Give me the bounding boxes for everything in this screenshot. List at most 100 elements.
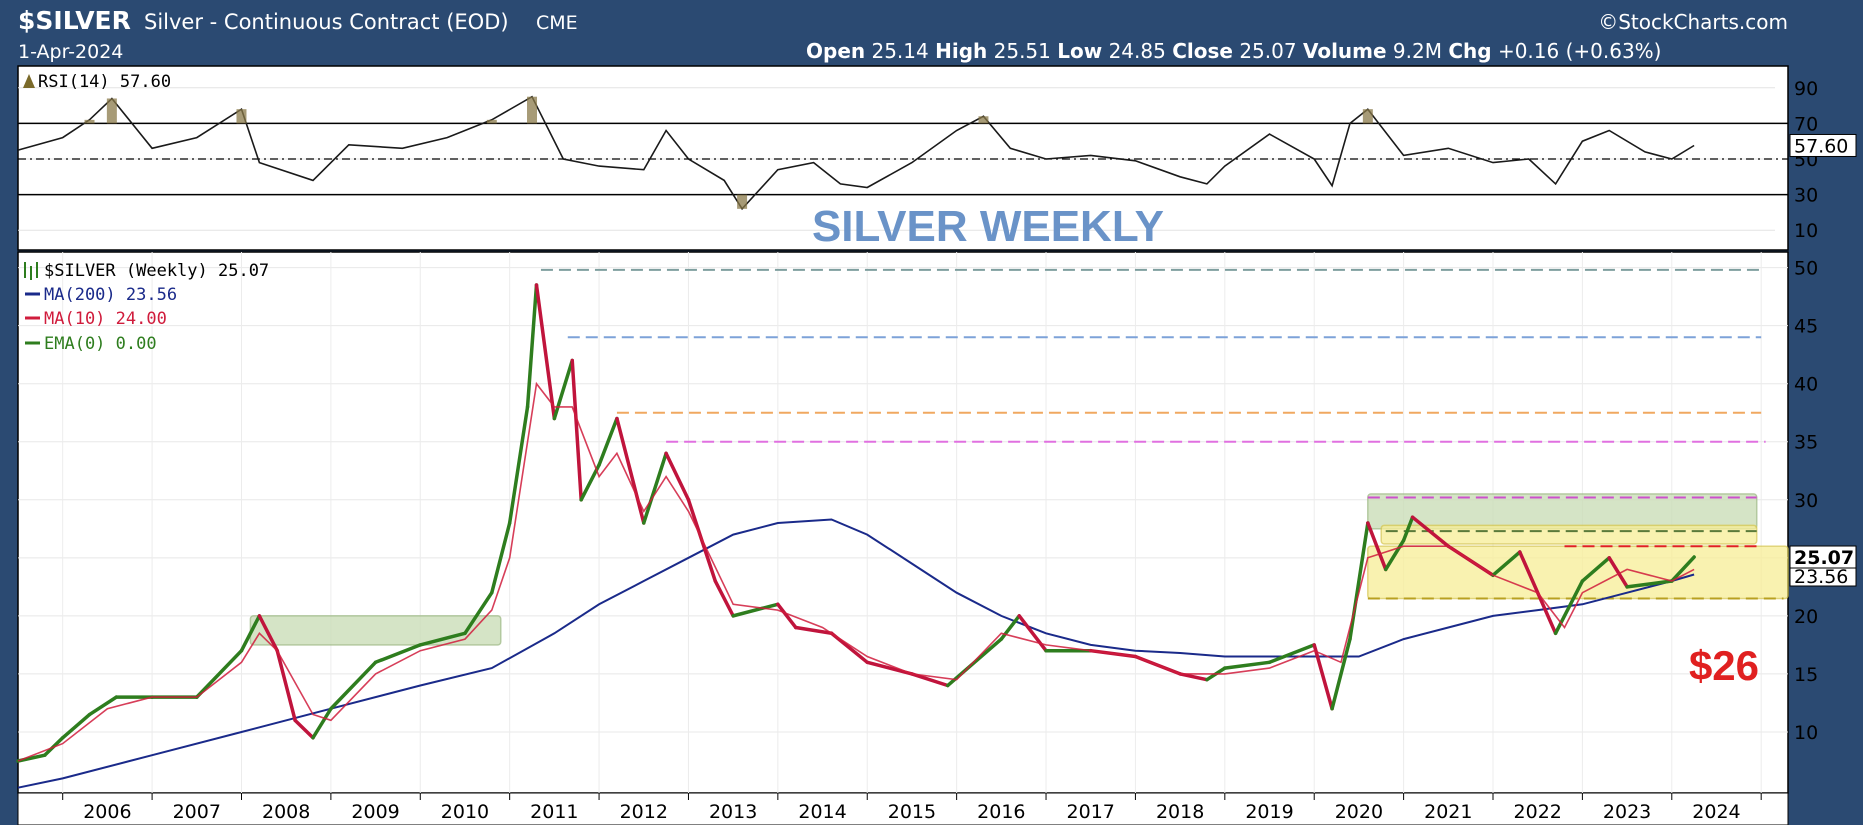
price-segment (534, 283, 557, 421)
legend-ema: EMA(0) 0.00 (44, 334, 157, 354)
low-value: 24.85 (1109, 39, 1166, 63)
x-tick-label: 2006 (83, 801, 131, 823)
candle-icon (24, 262, 38, 280)
price-segment (664, 451, 691, 502)
price-segment (1223, 660, 1272, 670)
price-segment (1580, 556, 1611, 583)
price-segment (311, 706, 333, 740)
price-segment (1670, 555, 1696, 583)
price-segment (275, 648, 297, 723)
last-price-label: 25.07 (1794, 547, 1854, 569)
price-tick-label: 50 (1794, 258, 1818, 280)
price-segment (910, 672, 950, 688)
legend-ma200: MA(200) 23.56 (44, 285, 177, 305)
price-segment (87, 695, 119, 717)
close-value: 25.07 (1239, 39, 1296, 63)
x-tick-label: 2016 (977, 801, 1025, 823)
price-segment (1553, 579, 1585, 636)
ma10-line (17, 381, 1695, 762)
price-segment (1607, 556, 1629, 589)
open-label: Open (806, 39, 865, 63)
price-segment (329, 660, 378, 711)
x-tick-label: 2014 (798, 801, 846, 823)
rsi-extreme-shade (527, 96, 538, 124)
rsi-tick-label: 10 (1794, 220, 1818, 242)
chart-watermark: SILVER WEEKLY (812, 202, 1164, 251)
low-label: Low (1057, 39, 1102, 63)
price-segment (463, 590, 494, 636)
price-segment (793, 625, 834, 636)
rsi-tick-label: 30 (1794, 185, 1818, 207)
legend-price: $SILVER (Weekly) 25.07 (44, 261, 269, 281)
x-tick-label: 2007 (173, 801, 221, 823)
price-segment (1625, 579, 1674, 589)
price-segment (865, 660, 914, 676)
price-segment (1401, 515, 1415, 543)
x-tick-label: 2020 (1335, 801, 1383, 823)
instrument-name: Silver - Continuous Contract (EOD) (144, 10, 509, 34)
price-segment (999, 614, 1021, 641)
price-tick-label: 45 (1794, 316, 1818, 338)
price-zone (1367, 493, 1758, 530)
svg-text:Open 25.14 High 25.51 Low 24: Open 25.14 High 25.51 Low 24.85 Close 25… (806, 39, 1661, 63)
price-tick-label: 40 (1794, 374, 1818, 396)
price-zone (1367, 545, 1789, 600)
price-tick-label: 20 (1794, 606, 1818, 628)
price-segment (570, 358, 583, 502)
price-segment (1348, 521, 1370, 641)
rsi-extreme-shade (84, 119, 95, 124)
rsi-indicator-icon (23, 74, 35, 88)
volume-value: 9.2M (1393, 39, 1442, 63)
x-tick-label: 2010 (441, 801, 489, 823)
price-segment (195, 648, 244, 699)
exchange: CME (536, 12, 578, 34)
price-segment (1410, 515, 1451, 548)
price-segment (490, 521, 512, 595)
brand: ©StockCharts.com (1598, 10, 1788, 34)
x-tick-label: 2023 (1603, 801, 1651, 823)
price-tick-label: 15 (1794, 664, 1818, 686)
price-segment (1178, 672, 1209, 682)
price-segment (731, 602, 780, 618)
x-tick-label: 2013 (709, 801, 757, 823)
x-tick-label: 2011 (530, 801, 578, 823)
price-segment (945, 637, 1004, 688)
price-tick-label: 30 (1794, 490, 1818, 512)
price-segment (60, 712, 92, 740)
price-segment (597, 416, 619, 467)
rsi-panel (17, 65, 1789, 251)
price-segment (373, 643, 423, 665)
price-zone (249, 615, 502, 646)
price-segment (239, 614, 262, 653)
price-segment (642, 451, 668, 525)
rsi-line (17, 95, 1695, 211)
price-segment (525, 283, 539, 409)
ma200-badge (1789, 567, 1857, 587)
rsi-extreme-shade (236, 109, 247, 124)
x-tick-label: 2018 (1156, 801, 1204, 823)
ma200-line (17, 518, 1695, 789)
x-tick-label: 2012 (620, 801, 668, 823)
price-segment (615, 416, 646, 525)
rsi-tick-label: 90 (1794, 78, 1818, 100)
price-tick-label: 10 (1794, 722, 1818, 744)
price-segment (1330, 637, 1352, 711)
price-tick-label: 35 (1794, 432, 1818, 454)
x-tick-label: 2017 (1067, 801, 1115, 823)
chg-value: +0.16 (+0.63%) (1498, 39, 1662, 63)
rsi-title: RSI(14) 57.60 (38, 72, 171, 92)
high-value: 25.51 (994, 39, 1051, 63)
price-segment (293, 718, 315, 740)
date: 1-Apr-2024 (18, 41, 123, 63)
x-tick-label: 2009 (351, 801, 399, 823)
price-segment (1491, 550, 1522, 577)
x-tick-label: 2008 (262, 801, 310, 823)
price-segment (1267, 643, 1316, 665)
x-tick-label: 2021 (1424, 801, 1472, 823)
x-tick-label: 2015 (888, 801, 936, 823)
price-segment (1383, 538, 1406, 572)
rsi-current-badge (1789, 133, 1857, 157)
price-note: $26 (1689, 642, 1759, 689)
x-tick-label: 2022 (1514, 801, 1562, 823)
